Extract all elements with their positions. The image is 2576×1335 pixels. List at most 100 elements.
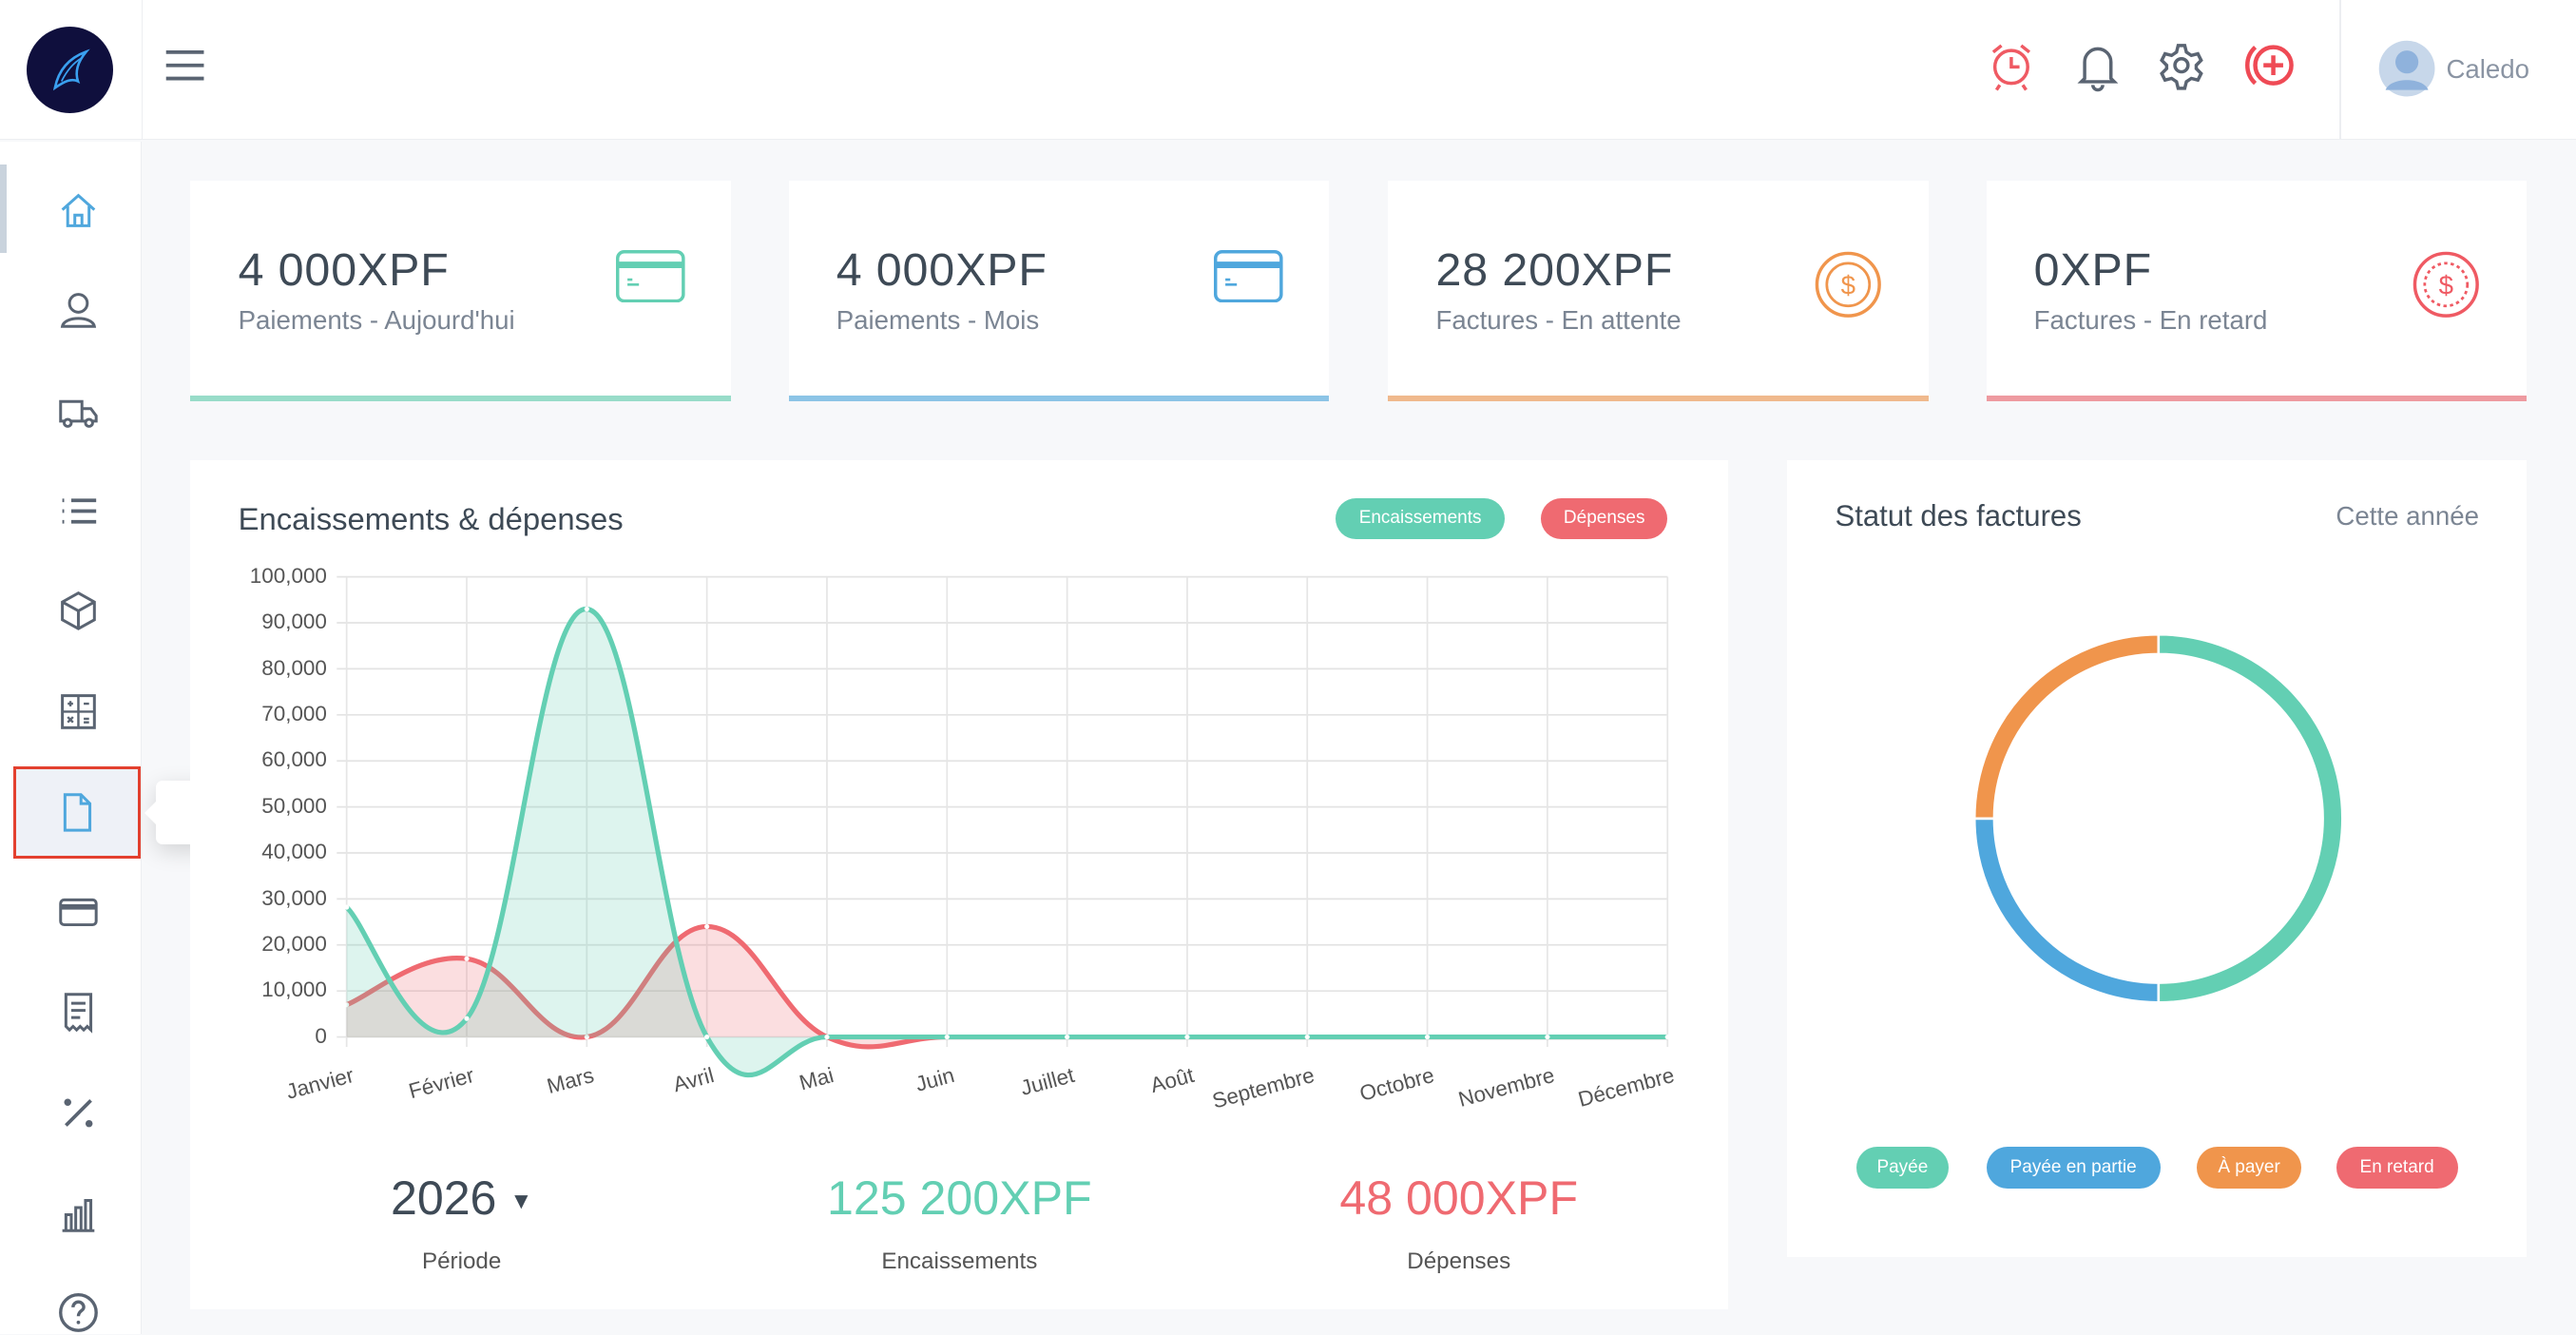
- data-point[interactable]: [344, 904, 350, 910]
- payments-icon: [59, 898, 99, 926]
- expense-summary: 48 000XPF Dépenses: [1295, 1171, 1624, 1275]
- sidebar-item-list[interactable]: [21, 469, 136, 554]
- invoice-status-panel: Statut des factures Cette année Payée Pay…: [1787, 459, 2528, 1258]
- stat-card[interactable]: 28 200XPF Factures - En attente $: [1388, 181, 1930, 401]
- app-logo[interactable]: [26, 26, 114, 114]
- data-point[interactable]: [584, 606, 589, 612]
- user-menu[interactable]: Caledo: [2377, 39, 2529, 98]
- income-label: Encaissements: [881, 1248, 1038, 1274]
- sidebar-item-help[interactable]: [21, 1270, 136, 1335]
- delivery-icon: [59, 400, 99, 429]
- sidebar: [0, 141, 142, 1335]
- gear-icon[interactable]: [2157, 39, 2206, 91]
- period-label: Période: [421, 1248, 502, 1274]
- data-point[interactable]: [704, 1034, 710, 1040]
- divider: [2339, 0, 2341, 140]
- svg-text:$: $: [2439, 270, 2453, 300]
- sidebar-item-delivery[interactable]: [21, 370, 136, 455]
- products-icon: [61, 591, 97, 631]
- data-point[interactable]: [1664, 1034, 1670, 1040]
- data-point[interactable]: [944, 1034, 950, 1040]
- menu-icon[interactable]: [164, 46, 205, 85]
- donut-slice[interactable]: [1973, 632, 2161, 820]
- y-tick-label: 30,000: [261, 885, 327, 910]
- credit-card-icon: [616, 249, 685, 309]
- invoice-status-donut: [1973, 632, 2344, 1004]
- data-point[interactable]: [1065, 1034, 1070, 1040]
- stat-card[interactable]: 4 000XPF Paiements - Mois: [788, 181, 1330, 401]
- y-tick-label: 0: [315, 1023, 327, 1048]
- stat-value: 28 200XPF: [1435, 243, 1674, 296]
- stat-value: 4 000XPF: [238, 243, 450, 296]
- donut-legend-item[interactable]: En retard: [2336, 1147, 2458, 1189]
- bell-icon[interactable]: [2073, 39, 2123, 92]
- stat-card[interactable]: 0XPF Factures - En retard $: [1986, 181, 2528, 401]
- sidebar-item-reports[interactable]: [21, 1171, 136, 1257]
- sidebar-item-products[interactable]: [21, 569, 136, 654]
- income-summary: 125 200XPF Encaissements: [796, 1171, 1125, 1275]
- legend-encaissements[interactable]: Encaissements: [1336, 497, 1506, 539]
- y-tick-label: 70,000: [261, 701, 327, 726]
- divider: [141, 0, 144, 140]
- y-tick-label: 20,000: [261, 931, 327, 956]
- data-point[interactable]: [704, 923, 710, 930]
- data-point[interactable]: [344, 1002, 350, 1008]
- factures-icon: [63, 793, 91, 832]
- top-header: Caledo: [0, 0, 2576, 140]
- sidebar-scrollbar[interactable]: [0, 164, 7, 254]
- data-point[interactable]: [824, 1034, 830, 1040]
- discounts-icon: [64, 1098, 93, 1128]
- data-point[interactable]: [1425, 1034, 1431, 1040]
- expense-total: 48 000XPF: [1339, 1171, 1579, 1225]
- expense-label: Dépenses: [1407, 1248, 1511, 1274]
- data-point[interactable]: [464, 956, 470, 961]
- stat-card[interactable]: 4 000XPF Paiements - Aujourd'hui: [190, 181, 732, 401]
- sidebar-item-discounts[interactable]: [21, 1070, 136, 1155]
- stat-label: Paiements - Mois: [836, 305, 1040, 336]
- y-tick-label: 100,000: [249, 563, 327, 588]
- sidebar-item-payments[interactable]: [21, 869, 136, 955]
- y-tick-label: 40,000: [261, 840, 327, 864]
- reports-icon: [63, 1198, 95, 1232]
- donut-slice[interactable]: [2157, 632, 2344, 1004]
- data-point[interactable]: [464, 1016, 470, 1021]
- dollar-coin-icon: $: [2412, 250, 2481, 326]
- period-selector[interactable]: 2026 ▼ Période: [355, 1171, 568, 1275]
- donut-legend-item[interactable]: Payée: [1855, 1147, 1949, 1189]
- data-point[interactable]: [1304, 1034, 1310, 1040]
- stat-value: 4 000XPF: [836, 243, 1048, 296]
- stat-label: Factures - En attente: [1435, 305, 1682, 336]
- series-line-Encaissements: [344, 606, 1668, 1078]
- stat-label: Factures - En retard: [2033, 305, 2268, 336]
- sidebar-item-receipts[interactable]: [21, 970, 136, 1055]
- legend-depenses[interactable]: Dépenses: [1541, 497, 1668, 539]
- data-point[interactable]: [1545, 1034, 1550, 1040]
- panel-title: Encaissements & dépenses: [238, 501, 624, 537]
- bird-logo-icon: [53, 48, 90, 91]
- sidebar-item-home[interactable]: [21, 169, 136, 255]
- series-area-Encaissements: [346, 609, 1668, 1075]
- data-point[interactable]: [1184, 1034, 1190, 1040]
- help-icon: [59, 1293, 99, 1333]
- clients-icon: [61, 293, 97, 328]
- income-expense-panel: Encaissements & dépenses Encaissements D…: [190, 459, 1729, 1310]
- donut-slice[interactable]: [1973, 817, 2161, 1004]
- period-filter[interactable]: Cette année: [2336, 501, 2480, 532]
- add-circle-icon[interactable]: [2240, 39, 2299, 91]
- y-tick-label: 50,000: [261, 793, 327, 818]
- data-point[interactable]: [584, 1034, 589, 1040]
- panel-title: Statut des factures: [1835, 499, 2082, 533]
- list-icon: [63, 498, 97, 524]
- sidebar-item-factures[interactable]: [13, 765, 142, 860]
- sidebar-item-calculator[interactable]: [21, 668, 136, 754]
- donut-legend-item[interactable]: Payée en partie: [1986, 1147, 2161, 1189]
- alarm-clock-icon[interactable]: [1987, 39, 2036, 91]
- sidebar-item-clients[interactable]: [21, 268, 136, 354]
- donut-legend-item[interactable]: À payer: [2196, 1147, 2302, 1189]
- stat-label: Paiements - Aujourd'hui: [238, 305, 515, 336]
- year-value: 2026: [390, 1171, 497, 1225]
- user-name: Caledo: [2446, 53, 2530, 84]
- receipts-icon: [65, 993, 93, 1034]
- caret-down-icon: ▼: [509, 1188, 533, 1214]
